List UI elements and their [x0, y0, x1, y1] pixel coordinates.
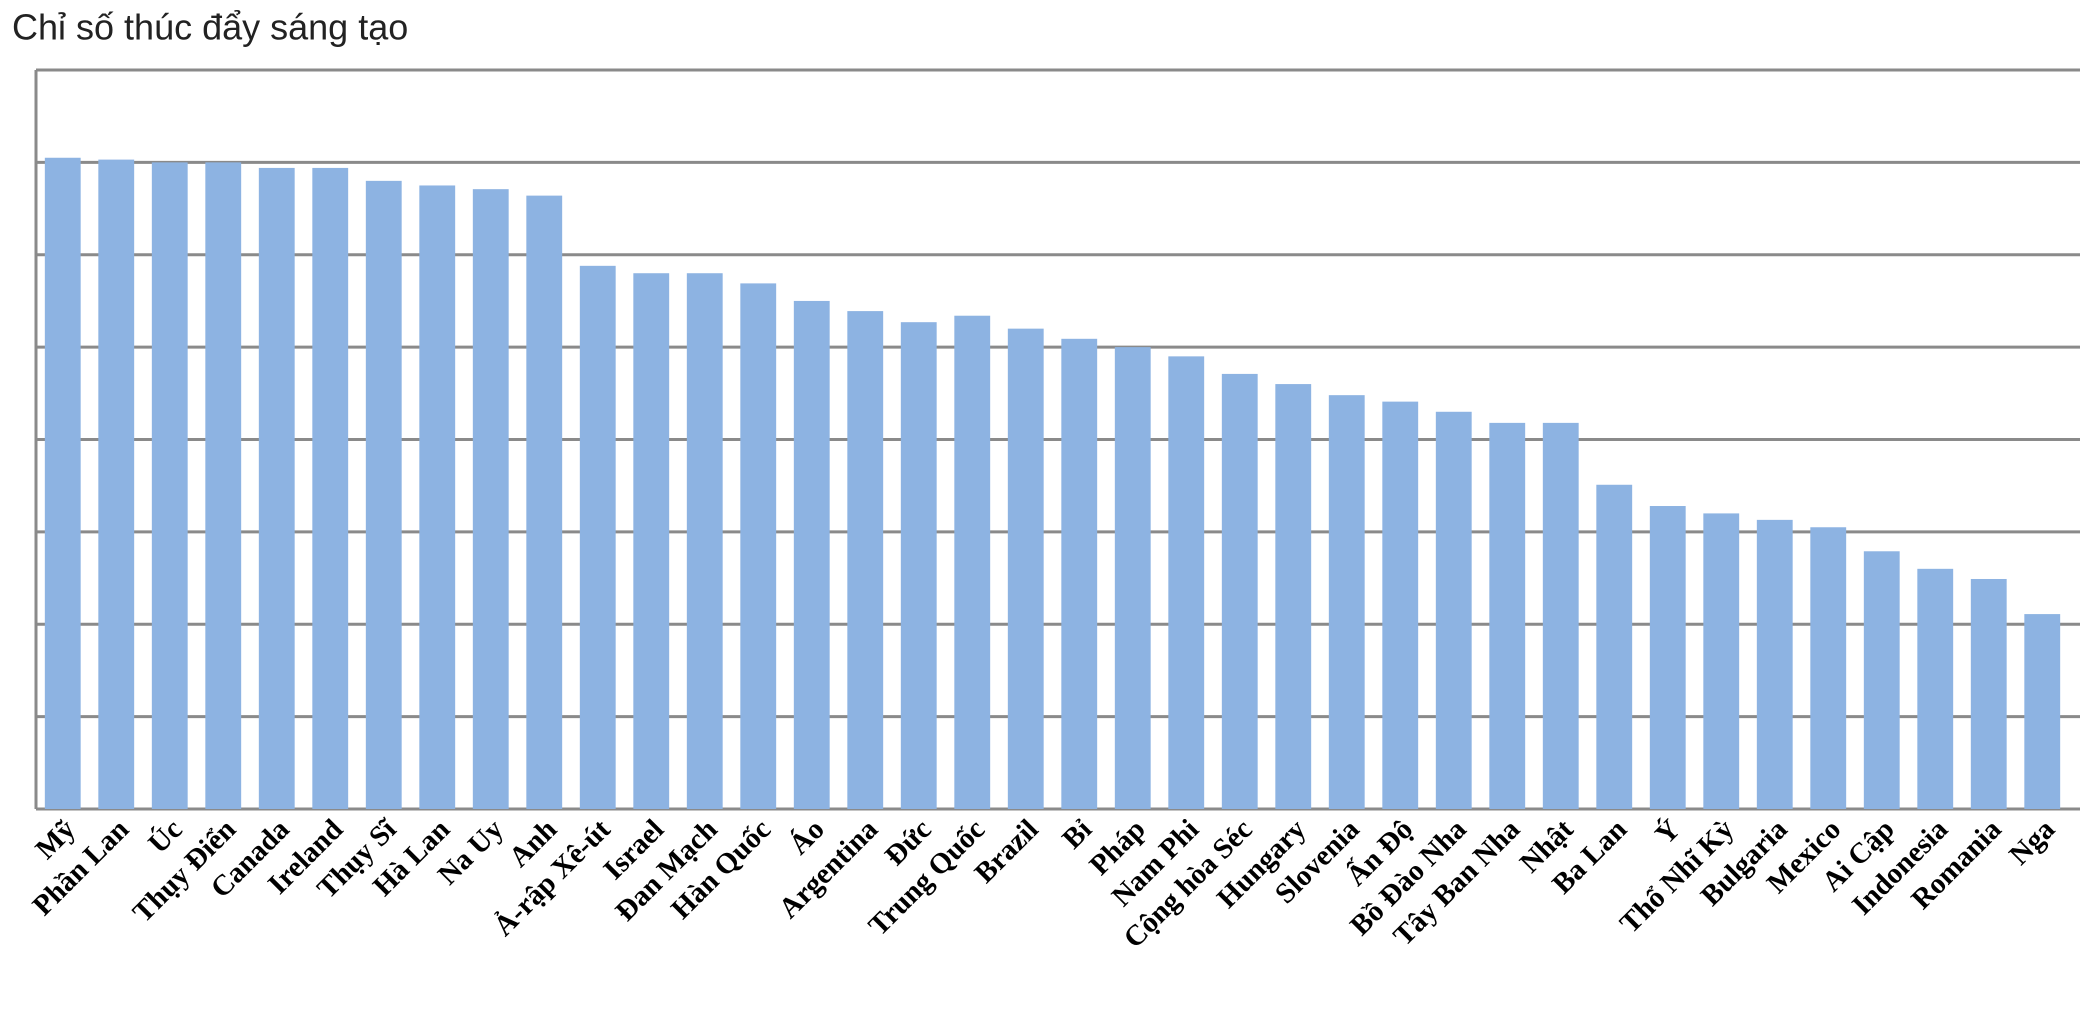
bar: [1649, 506, 1686, 809]
bar: [1061, 338, 1098, 809]
x-tick-label: Argentina: [773, 813, 885, 925]
bar: [312, 167, 349, 810]
bar: [1917, 568, 1954, 809]
bar: [1275, 384, 1312, 809]
bar: [1221, 373, 1258, 809]
bar: [1007, 328, 1044, 809]
bar: [2024, 614, 2061, 809]
bar: [419, 185, 456, 809]
bar: [1756, 519, 1793, 809]
bar: [1703, 513, 1740, 809]
bar: [1542, 422, 1579, 809]
bar: [579, 265, 616, 810]
bar: [1810, 527, 1847, 809]
bar: [365, 180, 402, 810]
bar: [151, 162, 188, 809]
bar: [740, 283, 777, 810]
bar: [633, 273, 670, 810]
bar: [954, 315, 991, 809]
bar: [686, 273, 723, 810]
bar: [847, 311, 884, 809]
bar: [44, 157, 81, 810]
bar: [205, 162, 242, 809]
bar: [1863, 551, 1900, 809]
bar: [1114, 347, 1151, 809]
x-tick-label: Nga: [2003, 813, 2061, 871]
bar: [1382, 401, 1419, 809]
bar: [1489, 422, 1526, 809]
bar: [1435, 411, 1472, 809]
chart-title: Chỉ số thúc đẩy sáng tạo: [12, 7, 408, 48]
bar: [1970, 578, 2007, 809]
x-tick-label: Ý: [1649, 813, 1687, 851]
bar: [472, 189, 509, 809]
bar: [258, 167, 295, 810]
bar: [1168, 356, 1205, 809]
x-tick-label: Bỉ: [1056, 813, 1098, 855]
bar: [1596, 484, 1633, 809]
bar: [526, 195, 563, 809]
bar: [1328, 395, 1365, 809]
bar: [98, 159, 135, 809]
bar: [793, 300, 830, 809]
bar: [900, 322, 937, 809]
